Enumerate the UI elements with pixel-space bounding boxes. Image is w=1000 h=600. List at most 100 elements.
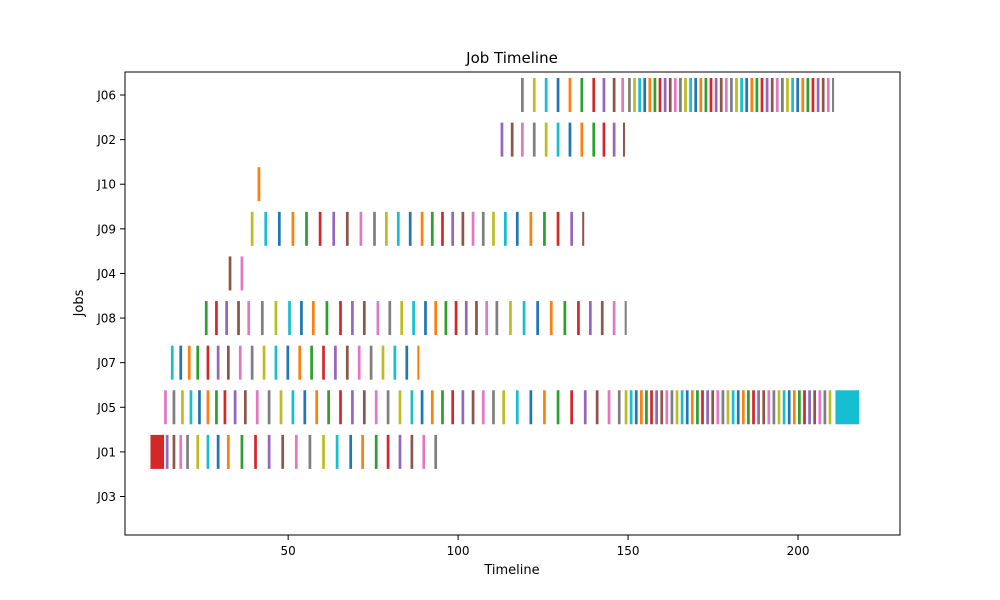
segment-j02-2 xyxy=(521,122,524,157)
segment-j01-0 xyxy=(150,434,165,469)
segment-j07-15 xyxy=(334,345,337,380)
x-tick-label-100: 100 xyxy=(447,544,470,558)
segment-j05-72 xyxy=(777,390,781,425)
segment-j02-3 xyxy=(532,122,536,157)
y-tick-label-j04: J04 xyxy=(96,267,116,281)
segment-j05-59 xyxy=(711,390,715,425)
segment-j05-64 xyxy=(736,390,740,425)
segment-j09-27 xyxy=(582,211,585,246)
segment-j01-18 xyxy=(361,434,364,469)
segment-j05-29 xyxy=(471,390,475,425)
segment-j09-13 xyxy=(420,211,424,246)
segment-j05-5 xyxy=(206,390,210,425)
segment-j08-6 xyxy=(274,301,278,336)
segment-j08-4 xyxy=(247,301,251,336)
segment-j05-33 xyxy=(515,390,519,425)
segment-j08-30 xyxy=(563,301,567,336)
segment-j06-39 xyxy=(775,78,779,112)
segment-j06-50 xyxy=(832,78,835,112)
segment-j06-31 xyxy=(735,78,738,112)
segment-j05-56 xyxy=(696,390,699,425)
segment-j04-1 xyxy=(240,256,244,291)
segment-j01-3 xyxy=(179,434,183,469)
segment-j08-8 xyxy=(300,301,303,336)
segment-j05-50 xyxy=(665,390,669,425)
segment-j01-17 xyxy=(349,434,353,469)
segment-j06-44 xyxy=(801,78,805,112)
segment-j05-1 xyxy=(172,390,176,425)
segment-j05-67 xyxy=(752,390,755,425)
segment-j09-6 xyxy=(332,211,336,246)
segment-j08-24 xyxy=(485,301,489,336)
x-tick-label-50: 50 xyxy=(281,544,296,558)
segment-j05-44 xyxy=(634,390,638,425)
segment-j05-3 xyxy=(189,390,193,425)
segment-j05-60 xyxy=(716,390,720,425)
y-tick-label-j06: J06 xyxy=(96,89,116,103)
segment-j01-9 xyxy=(240,434,244,469)
segment-j01-22 xyxy=(410,434,414,469)
y-axis: J03 J01 J05 J07 J08 J04 J09 J10 J02 J06 xyxy=(96,89,125,504)
segment-j09-19 xyxy=(481,211,485,246)
segment-j09-3 xyxy=(291,211,295,246)
segment-j08-32 xyxy=(588,301,592,336)
segment-j07-14 xyxy=(322,345,325,380)
segment-j05-61 xyxy=(721,390,725,425)
segment-j05-10 xyxy=(255,390,259,425)
segment-j06-35 xyxy=(755,78,759,112)
segment-j08-20 xyxy=(444,301,448,336)
segment-j05-30 xyxy=(481,390,485,425)
x-axis-label: Timeline xyxy=(483,563,539,578)
segment-j06-21 xyxy=(684,78,687,112)
segment-j06-42 xyxy=(791,78,794,112)
segment-j06-48 xyxy=(821,78,825,112)
segment-j05-26 xyxy=(441,390,444,425)
segment-j06-20 xyxy=(679,78,682,112)
segment-j06-8 xyxy=(612,78,616,112)
segment-j08-15 xyxy=(388,301,392,336)
segment-j06-46 xyxy=(811,78,815,112)
segment-j05-80 xyxy=(818,390,822,425)
segment-j06-3 xyxy=(556,78,560,112)
segment-j01-12 xyxy=(281,434,285,469)
segment-j08-22 xyxy=(464,301,468,336)
segment-j01-19 xyxy=(374,434,378,469)
segment-j06-26 xyxy=(709,78,713,112)
segment-j06-4 xyxy=(568,78,572,112)
segment-j07-8 xyxy=(250,345,254,380)
segment-j09-20 xyxy=(492,211,495,246)
segment-j05-66 xyxy=(747,390,750,425)
segment-j05-74 xyxy=(787,390,791,425)
segment-j05-82 xyxy=(828,390,832,425)
segment-j05-53 xyxy=(680,390,684,425)
segment-j06-5 xyxy=(580,78,584,112)
segment-j07-2 xyxy=(187,345,191,380)
segment-j09-1 xyxy=(264,211,268,246)
segment-j07-21 xyxy=(405,345,409,380)
plot-frame xyxy=(124,71,901,536)
segment-j02-7 xyxy=(580,122,584,157)
segment-j05-20 xyxy=(374,390,378,425)
segment-j05-17 xyxy=(339,390,342,425)
segment-j05-25 xyxy=(430,390,434,425)
segment-j05-0 xyxy=(164,390,167,425)
segment-j08-16 xyxy=(400,301,404,336)
segment-j05-51 xyxy=(670,390,674,425)
segment-j06-47 xyxy=(816,78,820,112)
segment-j01-2 xyxy=(172,434,176,469)
segment-j08-19 xyxy=(434,301,438,336)
segment-j01-7 xyxy=(216,434,220,469)
segment-j02-11 xyxy=(622,122,626,157)
segment-j05-14 xyxy=(303,390,307,425)
segment-j06-43 xyxy=(796,78,800,112)
segment-j06-18 xyxy=(668,78,672,112)
segment-j05-62 xyxy=(726,390,730,425)
x-tick-label-200: 200 xyxy=(787,544,810,558)
segment-j09-7 xyxy=(345,211,349,246)
segment-j05-49 xyxy=(660,390,664,425)
segment-j08-2 xyxy=(225,301,228,336)
segment-j06-24 xyxy=(699,78,703,112)
segment-j05-39 xyxy=(595,390,599,425)
segment-j08-26 xyxy=(509,301,512,336)
